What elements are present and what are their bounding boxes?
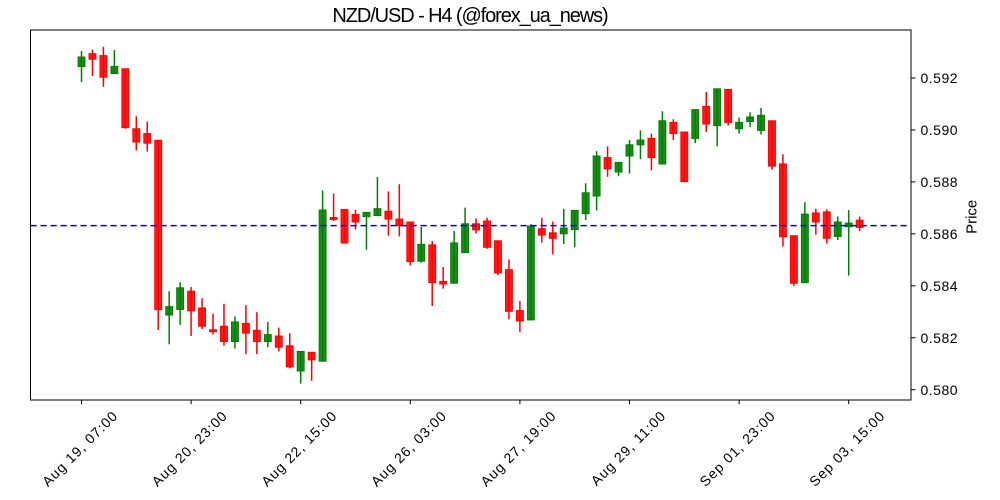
svg-text:0.582: 0.582 [921, 330, 959, 346]
svg-text:0.590: 0.590 [921, 122, 959, 138]
svg-text:0.588: 0.588 [921, 174, 959, 190]
svg-text:0.580: 0.580 [921, 382, 959, 398]
svg-text:NZD/USD - H4 (@forex_ua_news): NZD/USD - H4 (@forex_ua_news) [332, 5, 608, 27]
svg-text:Price: Price [963, 200, 980, 234]
svg-text:0.584: 0.584 [921, 278, 959, 294]
svg-text:0.592: 0.592 [921, 70, 959, 86]
svg-text:0.586: 0.586 [921, 226, 959, 242]
